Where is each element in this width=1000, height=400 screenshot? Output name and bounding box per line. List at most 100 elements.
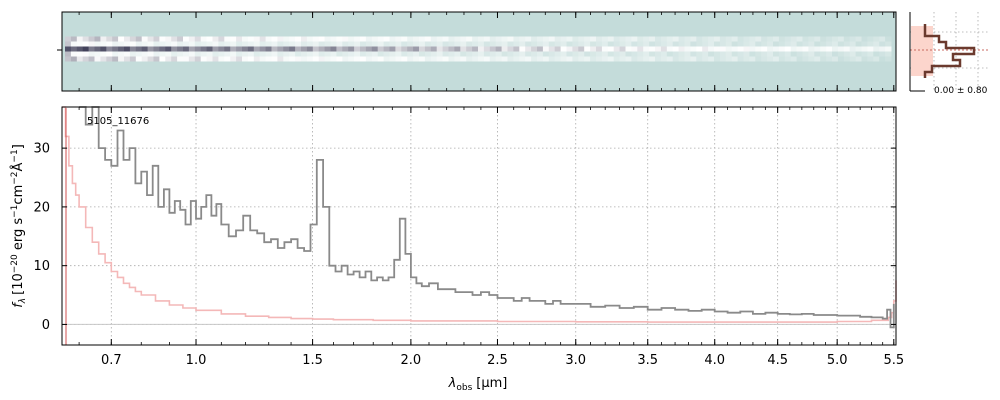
heatmap-cell xyxy=(448,51,455,57)
heatmap-cell xyxy=(383,41,390,47)
heatmap-cell xyxy=(330,56,337,62)
heatmap-cell xyxy=(407,41,414,47)
heatmap-cell xyxy=(861,56,868,62)
heatmap-cell xyxy=(389,36,396,42)
heatmap-cell xyxy=(371,41,379,47)
heatmap-cell xyxy=(306,46,314,52)
heatmap-cell xyxy=(637,36,644,42)
heatmap-cell xyxy=(348,51,355,57)
heatmap-cell xyxy=(100,41,107,47)
heatmap-cell xyxy=(531,36,538,42)
heatmap-cell xyxy=(796,51,803,57)
heatmap-cell xyxy=(548,56,556,62)
heatmap-cell xyxy=(442,46,449,52)
heatmap-cell xyxy=(826,36,833,42)
heatmap-cell xyxy=(873,51,880,57)
heatmap-cell xyxy=(849,46,857,52)
heatmap-cell xyxy=(584,41,591,47)
heatmap-cell xyxy=(867,56,874,62)
heatmap-cell xyxy=(289,41,296,47)
heatmap-cell xyxy=(537,56,544,62)
heatmap-cell xyxy=(212,46,219,52)
heatmap-cell xyxy=(796,41,803,47)
heatmap-cell xyxy=(129,41,137,47)
heatmap-cell xyxy=(554,46,562,52)
heatmap-cell xyxy=(76,46,84,52)
heatmap-cell xyxy=(65,56,72,62)
heatmap-cell xyxy=(507,36,514,42)
heatmap-cell xyxy=(324,51,331,57)
heatmap-cell xyxy=(885,56,892,62)
heatmap-cell xyxy=(94,46,101,52)
heatmap-cell xyxy=(613,51,621,57)
heatmap-cell xyxy=(318,46,326,52)
heatmap-cell xyxy=(708,46,715,52)
heatmap-cell xyxy=(584,36,591,42)
heatmap-cell xyxy=(371,51,379,57)
heatmap-cell xyxy=(773,46,780,52)
heatmap-cell xyxy=(407,46,414,52)
heatmap-cell xyxy=(584,56,591,62)
heatmap-cell xyxy=(301,36,308,42)
heatmap-cell xyxy=(607,46,615,52)
heatmap-cell xyxy=(655,46,662,52)
heatmap-cell xyxy=(377,41,385,47)
heatmap-cell xyxy=(360,36,367,42)
heatmap-cell xyxy=(737,56,744,62)
heatmap-cell xyxy=(82,51,90,57)
heatmap-cell xyxy=(194,56,202,62)
heatmap-cell xyxy=(578,46,585,52)
heatmap-cell xyxy=(82,56,90,62)
heatmap-cell xyxy=(436,36,444,42)
y-axis-label-mid2: cm xyxy=(11,185,26,205)
heatmap-cell xyxy=(778,41,786,47)
heatmap-cell xyxy=(737,41,744,47)
heatmap-cell xyxy=(832,36,839,42)
heatmap-cell xyxy=(867,46,874,52)
heatmap-cell xyxy=(619,41,626,47)
heatmap-cell xyxy=(478,56,485,62)
heatmap-cell xyxy=(395,36,402,42)
heatmap-cell xyxy=(837,51,845,57)
heatmap-cell xyxy=(489,51,497,57)
y-axis-label-end: ] xyxy=(11,144,26,149)
heatmap-cell xyxy=(525,36,532,42)
heatmap-cell xyxy=(466,56,473,62)
heatmap-cell xyxy=(277,41,284,47)
heatmap-cell xyxy=(194,41,202,47)
heatmap-cell xyxy=(312,46,320,52)
heatmap-cell xyxy=(672,46,680,52)
heatmap-cell xyxy=(767,41,774,47)
heatmap-cell xyxy=(436,41,444,47)
heatmap-cell xyxy=(183,56,190,62)
heatmap-cell xyxy=(395,56,402,62)
heatmap-cell xyxy=(401,51,408,57)
heatmap-cell xyxy=(590,46,597,52)
heatmap-cell xyxy=(542,36,550,42)
heatmap-cell xyxy=(371,46,379,52)
heatmap-cell xyxy=(442,51,449,57)
heatmap-cell xyxy=(277,56,284,62)
heatmap-cell xyxy=(407,56,414,62)
heatmap-cell xyxy=(684,36,691,42)
profile-annotation: 0.00 ± 0.80 xyxy=(934,86,988,96)
heatmap-cell xyxy=(118,36,125,42)
heatmap-cell xyxy=(165,56,172,62)
heatmap-cell xyxy=(784,56,792,62)
profile-panel: 0.00 ± 0.80 xyxy=(909,12,990,96)
heatmap-cell xyxy=(601,41,609,47)
heatmap-cell xyxy=(88,56,95,62)
heatmap-cell xyxy=(401,56,408,62)
heatmap-cell xyxy=(855,51,862,57)
heatmap-cell xyxy=(82,36,90,42)
heatmap-cell xyxy=(312,36,320,42)
heatmap-cell xyxy=(413,51,420,57)
heatmap-cell xyxy=(247,46,255,52)
heatmap-cell xyxy=(141,41,149,47)
heatmap-cell xyxy=(224,51,231,57)
heatmap-cell xyxy=(590,41,597,47)
heatmap-cell xyxy=(188,51,196,57)
heatmap-cell xyxy=(141,56,149,62)
heatmap-cell xyxy=(365,36,373,42)
heatmap-cell xyxy=(112,56,119,62)
